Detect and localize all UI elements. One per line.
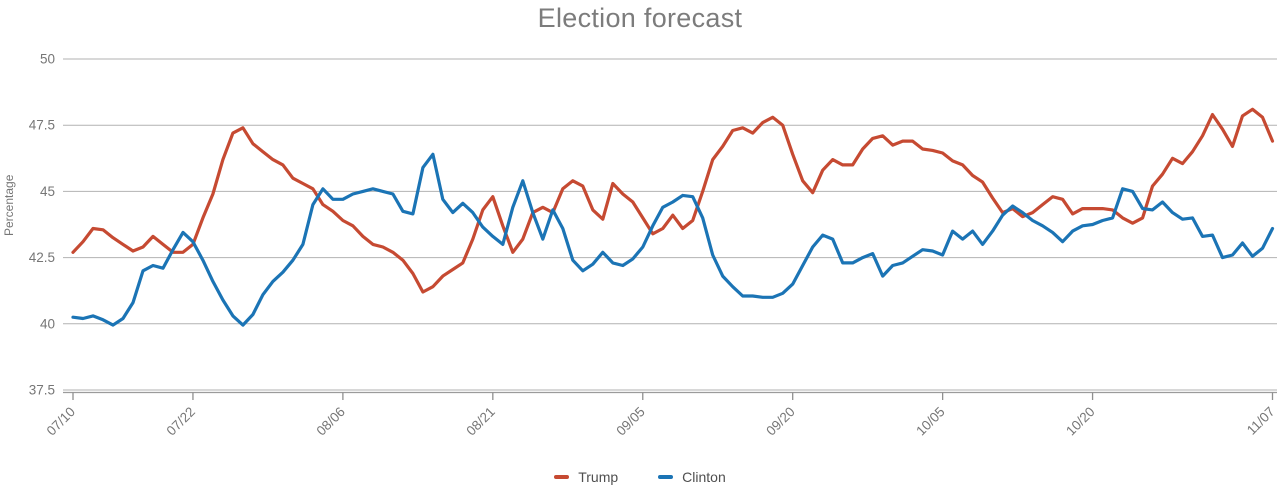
x-tick-label: 11/07 xyxy=(1244,404,1278,438)
legend: Trump Clinton xyxy=(0,469,1280,485)
y-tick-label: 47.5 xyxy=(29,118,55,133)
chart-title: Election forecast xyxy=(537,3,743,33)
y-tick-label: 50 xyxy=(40,52,55,67)
y-tick-label: 37.5 xyxy=(29,383,55,398)
series-line-clinton xyxy=(71,152,1275,327)
x-tick-label: 09/20 xyxy=(763,404,798,439)
x-tick-label: 07/10 xyxy=(44,404,79,439)
clinton-line-swatch xyxy=(658,475,674,479)
series-line-trump xyxy=(71,107,1275,294)
legend-label-trump: Trump xyxy=(578,469,619,485)
x-tick-label: 08/21 xyxy=(463,404,498,439)
legend-item-clinton[interactable]: Clinton xyxy=(658,469,726,485)
y-tick-label: 42.5 xyxy=(29,250,55,265)
y-tick-label: 40 xyxy=(40,316,55,331)
x-tick-label: 08/06 xyxy=(314,404,349,439)
x-tick-label: 10/20 xyxy=(1063,404,1098,439)
legend-item-trump[interactable]: Trump xyxy=(554,469,618,485)
x-tick-label: 10/05 xyxy=(913,404,948,439)
trump-line-swatch xyxy=(554,475,570,479)
plot-area: 50 47.5 45 42.5 40 37.5 07/10 07/22 08/06 08/21 09… xyxy=(29,52,1278,439)
x-tick-label: 07/22 xyxy=(164,404,199,439)
legend-label-clinton: Clinton xyxy=(682,469,726,485)
y-tick-label: 45 xyxy=(40,184,55,199)
x-tick-label: 09/05 xyxy=(613,404,648,439)
